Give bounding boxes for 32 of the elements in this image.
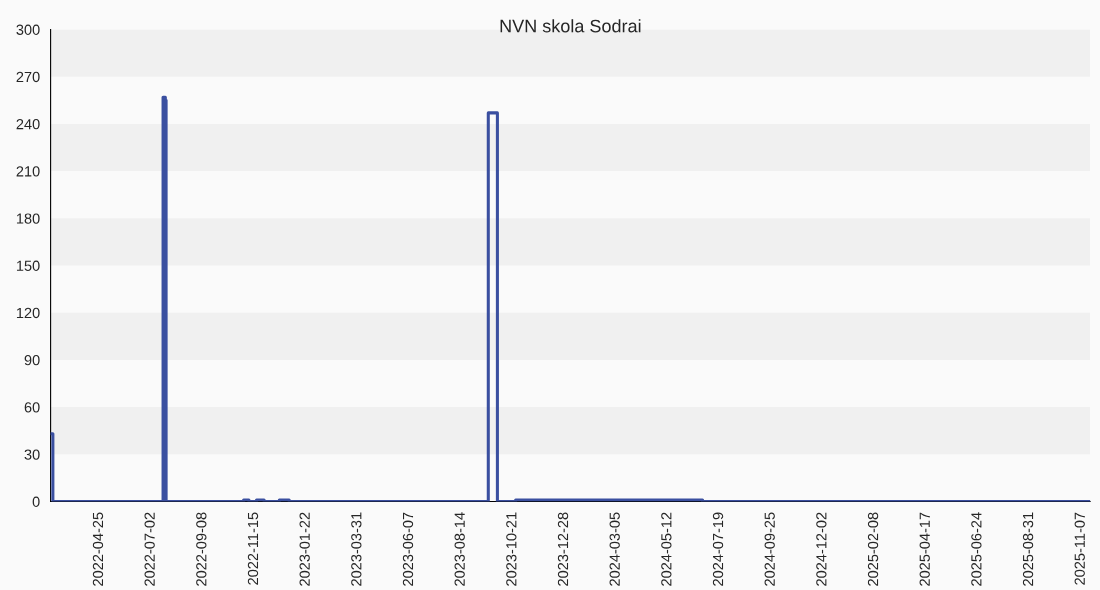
x-tick-label: 2024-03-05: [609, 512, 620, 586]
x-tick-label: 2023-01-22: [299, 512, 310, 586]
x-tick-label: 2023-08-14: [454, 512, 465, 586]
y-tick-label: 150: [16, 260, 40, 271]
x-tick-label: 2022-04-25: [92, 512, 104, 586]
y-tick-label: 300: [16, 24, 40, 35]
y-tick-label: 210: [16, 166, 40, 177]
x-tick-label: 2025-02-08: [867, 512, 879, 586]
x-tick-label: 2022-09-08: [196, 512, 207, 586]
x-tick-label: 2023-06-07: [402, 512, 414, 586]
x-tick-label: 2023-12-28: [557, 512, 569, 586]
x-tick-label: 2024-09-25: [764, 512, 775, 586]
x-tick-label: 2023-03-31: [351, 512, 362, 586]
y-tick-label: 0: [32, 496, 40, 507]
x-tick-label: 2023-10-21: [506, 512, 517, 586]
y-tick-label: 90: [24, 355, 40, 366]
x-tick-label: 2025-04-17: [919, 512, 930, 586]
x-tick-label: 2025-11-07: [1074, 512, 1085, 585]
x-tick-label: 2022-07-02: [144, 512, 155, 586]
x-tick-label: 2022-11-15: [247, 512, 259, 585]
x-tick-label: 2025-06-24: [971, 512, 982, 586]
x-tick-label: 2024-12-02: [816, 512, 827, 586]
x-tick-label: 2024-07-19: [712, 512, 724, 586]
y-tick-label: 30: [24, 449, 40, 460]
y-tick-label: 180: [16, 213, 40, 224]
x-tick-label: 2025-08-31: [1022, 512, 1034, 586]
chart-title: NVN skola Sodrai: [500, 19, 641, 33]
y-tick-label: 60: [24, 402, 40, 413]
y-tick-label: 270: [16, 71, 40, 83]
y-tick-label: 240: [16, 119, 40, 130]
x-tick-label: 2024-05-12: [661, 512, 672, 586]
y-tick-label: 120: [16, 307, 40, 319]
